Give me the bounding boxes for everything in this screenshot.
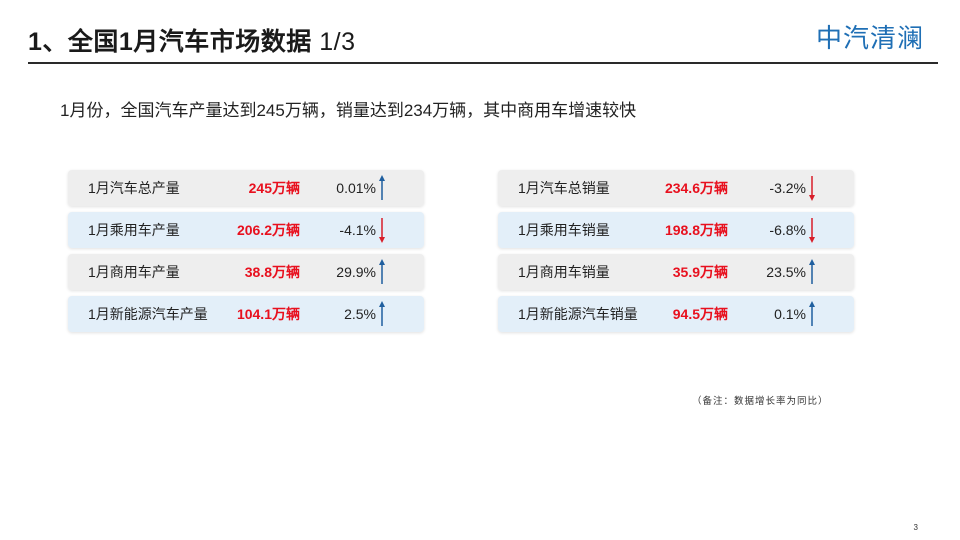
brand-logo: 中汽清澜 [815,23,924,53]
metric-label: 1月新能源汽车产量 [88,306,208,322]
growth-rate: 0.1% [774,306,806,322]
growth-rate: 0.01% [336,180,376,196]
production-row: 1月乘用车产量 206.2万辆 -4.1% [68,212,424,248]
arrow-up-icon [379,301,385,326]
arrow-down-icon [809,218,815,243]
footnote: （备注：数据增长率为同比） [692,396,829,407]
page-indicator: 1/3 [319,28,356,56]
metric-value: 245万辆 [248,180,300,196]
metric-label: 1月商用车产量 [88,264,180,280]
slide-number: 3 [913,523,918,532]
arrow-up-icon [809,301,815,326]
summary-text: 1月份，全国汽车产量达到245万辆，销量达到234万辆，其中商用车增速较快 [60,101,637,120]
production-panel: 1月汽车总产量 245万辆 0.01% 1月乘用车产量 206.2万辆 -4.1… [68,170,424,338]
arrow-down-icon [379,218,385,243]
page-title-text: 1、全国1月汽车市场数据 [28,28,312,56]
metric-label: 1月新能源汽车销量 [518,306,638,322]
arrow-up-icon [809,259,815,284]
arrow-down-icon [809,176,815,201]
arrow-up-icon [379,175,385,200]
metric-value: 104.1万辆 [236,306,300,322]
metric-value: 94.5万辆 [672,306,728,322]
growth-rate: -4.1% [339,222,376,238]
growth-rate: -6.8% [769,222,806,238]
metric-value: 234.6万辆 [664,180,728,196]
metric-value: 38.8万辆 [244,264,300,280]
growth-rate: 23.5% [766,264,806,280]
header-divider [28,62,938,64]
production-row: 1月新能源汽车产量 104.1万辆 2.5% [68,296,424,332]
metric-value: 206.2万辆 [236,222,300,238]
metric-label: 1月乘用车产量 [88,222,180,238]
production-row: 1月汽车总产量 245万辆 0.01% [68,170,424,206]
metric-label: 1月乘用车销量 [518,222,610,238]
production-row: 1月商用车产量 38.8万辆 29.9% [68,254,424,290]
sales-row: 1月乘用车销量 198.8万辆 -6.8% [498,212,854,248]
arrow-up-icon [379,259,385,284]
growth-rate: 2.5% [344,306,376,322]
sales-row: 1月商用车销量 35.9万辆 23.5% [498,254,854,290]
metric-label: 1月汽车总销量 [518,180,610,196]
sales-panel: 1月汽车总销量 234.6万辆 -3.2% 1月乘用车销量 198.8万辆 -6… [498,170,854,338]
sales-row: 1月汽车总销量 234.6万辆 -3.2% [498,170,854,206]
metric-value: 198.8万辆 [664,222,728,238]
metric-label: 1月商用车销量 [518,264,610,280]
metric-label: 1月汽车总产量 [88,180,180,196]
page-title: 1、全国1月汽车市场数据 1/3 [28,22,356,58]
metric-value: 35.9万辆 [672,264,728,280]
growth-rate: 29.9% [336,264,376,280]
growth-rate: -3.2% [769,180,806,196]
sales-row: 1月新能源汽车销量 94.5万辆 0.1% [498,296,854,332]
